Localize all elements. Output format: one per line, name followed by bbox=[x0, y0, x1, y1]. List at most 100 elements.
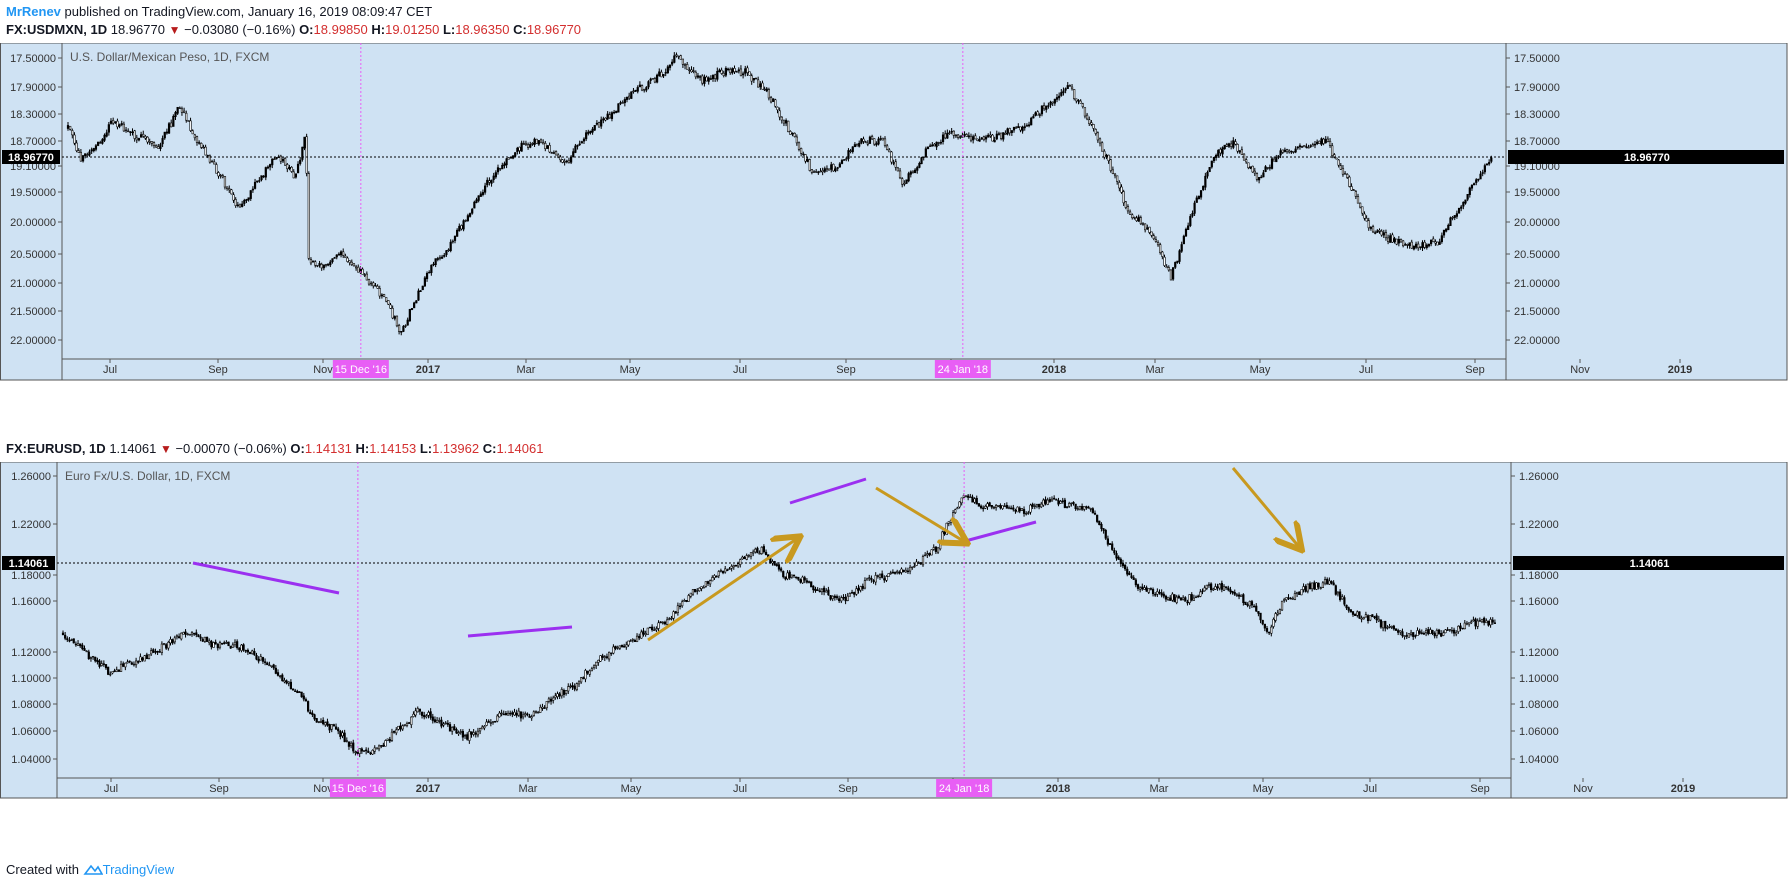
candle bbox=[1232, 137, 1235, 150]
candle bbox=[1449, 216, 1452, 226]
candle bbox=[461, 729, 465, 741]
candle bbox=[816, 587, 819, 591]
candle bbox=[1246, 602, 1249, 608]
candle bbox=[1205, 584, 1208, 591]
candle bbox=[1151, 587, 1155, 597]
candle bbox=[928, 552, 931, 557]
candle bbox=[1354, 190, 1357, 200]
candle bbox=[929, 143, 932, 147]
candle bbox=[1017, 123, 1020, 129]
y-tick-label-left: 17.90000 bbox=[10, 82, 56, 94]
candle bbox=[1477, 178, 1480, 182]
candle bbox=[296, 689, 299, 694]
candle bbox=[948, 130, 951, 135]
candle bbox=[372, 281, 375, 289]
candle bbox=[290, 166, 293, 173]
candle bbox=[1055, 93, 1059, 103]
candle bbox=[107, 122, 110, 136]
tradingview-brand-link[interactable]: TradingView bbox=[102, 862, 175, 877]
candle bbox=[352, 739, 355, 754]
usdmxn-chart[interactable]: U.S. Dollar/Mexican Peso, 1D, FXCM 17.500… bbox=[0, 43, 1788, 436]
candle bbox=[969, 133, 973, 143]
candle bbox=[843, 158, 846, 161]
candle bbox=[468, 728, 471, 744]
candles bbox=[61, 493, 1496, 758]
candle bbox=[453, 724, 456, 731]
candle bbox=[584, 668, 587, 683]
published-text: published on TradingView.com, January 16… bbox=[64, 4, 433, 19]
eurusd-chart[interactable]: Euro Fx/U.S. Dollar, 1D, FXCM 1.26000 1.26… bbox=[0, 462, 1788, 854]
candle bbox=[1292, 151, 1295, 154]
candle bbox=[547, 696, 550, 704]
candle bbox=[89, 656, 93, 662]
candle bbox=[1132, 575, 1135, 580]
candle bbox=[763, 86, 766, 92]
candle bbox=[137, 137, 141, 142]
candle bbox=[1083, 107, 1087, 119]
x-tick-label: Jul bbox=[733, 783, 747, 795]
candle bbox=[616, 645, 619, 650]
candle bbox=[460, 224, 463, 231]
candle bbox=[893, 571, 897, 575]
y-tick-label-left: 1.16000 bbox=[11, 596, 51, 608]
candle bbox=[1303, 145, 1306, 148]
candle bbox=[602, 116, 605, 124]
candle bbox=[399, 722, 402, 732]
candle bbox=[623, 643, 626, 648]
candle bbox=[382, 293, 386, 298]
candle bbox=[651, 78, 654, 80]
candle bbox=[524, 140, 528, 147]
candle bbox=[1139, 586, 1142, 593]
candle bbox=[216, 643, 219, 651]
candle bbox=[339, 729, 342, 740]
candle bbox=[1177, 594, 1180, 599]
author-link[interactable]: MrRenev bbox=[6, 4, 61, 19]
candle bbox=[638, 81, 641, 88]
candle bbox=[1186, 599, 1189, 606]
candle bbox=[1223, 144, 1226, 150]
candle bbox=[221, 173, 224, 179]
candle bbox=[964, 495, 968, 498]
candle bbox=[296, 161, 300, 174]
candle bbox=[1447, 223, 1450, 231]
candle bbox=[1070, 84, 1074, 91]
candle bbox=[660, 69, 663, 78]
candle bbox=[88, 149, 91, 157]
candle bbox=[1399, 630, 1402, 636]
candle bbox=[1234, 138, 1237, 146]
candle bbox=[857, 584, 860, 594]
symbol-label: FX:EURUSD, 1D bbox=[6, 441, 106, 456]
date-marker-badge bbox=[936, 779, 993, 797]
candle bbox=[787, 120, 790, 133]
candle bbox=[311, 710, 314, 718]
candle bbox=[428, 270, 431, 274]
candle bbox=[806, 157, 809, 163]
candle bbox=[1319, 586, 1322, 590]
candle bbox=[132, 661, 136, 667]
candle bbox=[1161, 250, 1164, 260]
candle bbox=[1487, 620, 1490, 627]
candle bbox=[545, 701, 548, 711]
candle bbox=[530, 714, 533, 721]
candle bbox=[98, 659, 101, 669]
candle bbox=[1194, 595, 1198, 599]
candle bbox=[229, 645, 232, 649]
candle bbox=[1468, 622, 1471, 627]
candle bbox=[504, 710, 508, 716]
candle bbox=[1307, 144, 1310, 149]
candle bbox=[757, 76, 760, 88]
candle bbox=[1248, 600, 1251, 609]
candle bbox=[377, 744, 381, 752]
candle bbox=[354, 264, 358, 271]
candle bbox=[1356, 610, 1359, 618]
candle bbox=[1162, 591, 1165, 599]
candle bbox=[1382, 621, 1385, 632]
y-tick-label-left: 1.22000 bbox=[11, 519, 51, 531]
candle bbox=[739, 558, 742, 568]
candle bbox=[762, 544, 765, 554]
candle bbox=[629, 639, 632, 642]
candle bbox=[549, 696, 553, 705]
candle bbox=[679, 54, 682, 60]
candle bbox=[686, 62, 689, 70]
y-tick-label-right: 1.26000 bbox=[1519, 471, 1559, 483]
